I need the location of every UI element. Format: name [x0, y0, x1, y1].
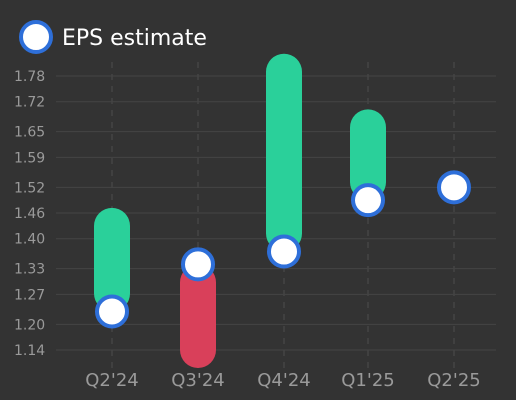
eps-estimate-marker	[437, 170, 471, 205]
y-tick-label: 1.72	[14, 95, 45, 111]
eps-beat-bar	[94, 207, 130, 312]
eps-estimate-marker	[351, 183, 385, 218]
eps-miss-bar	[180, 264, 216, 368]
eps-beat-bar	[350, 109, 386, 201]
y-tick-label: 1.78	[14, 69, 45, 85]
y-tick-label: 1.52	[14, 180, 45, 196]
x-tick-label: Q2'25	[427, 370, 480, 391]
x-tick-label: Q3'24	[171, 370, 224, 391]
y-tick-label: 1.46	[14, 206, 45, 222]
eps-estimate-marker	[181, 247, 215, 282]
y-tick-label: 1.20	[14, 317, 45, 333]
legend-estimate-marker	[19, 20, 53, 54]
x-axis-ticks: Q2'24 Q3'24 Q4'24 Q1'25 Q2'25	[85, 370, 480, 391]
legend: EPS estimate	[19, 20, 207, 54]
y-tick-label: 1.14	[14, 343, 45, 359]
legend-label: EPS estimate	[62, 26, 207, 51]
y-tick-label: 1.27	[14, 287, 45, 303]
x-tick-label: Q2'24	[85, 370, 138, 391]
x-tick-label: Q4'24	[257, 370, 310, 391]
y-tick-label: 1.33	[14, 262, 45, 278]
eps-beat-bar	[266, 53, 302, 252]
markers-layer	[95, 170, 471, 329]
y-tick-label: 1.40	[14, 232, 45, 248]
bars-layer	[94, 53, 386, 368]
y-tick-label: 1.59	[14, 150, 45, 166]
y-tick-label: 1.65	[14, 125, 45, 141]
eps-estimate-marker	[95, 294, 129, 329]
x-tick-label: Q1'25	[341, 370, 394, 391]
eps-estimate-marker	[267, 234, 301, 269]
y-axis-ticks: 1.14 1.20 1.27 1.33 1.40 1.46 1.52 1.59 1.65 1.72…	[14, 69, 45, 359]
